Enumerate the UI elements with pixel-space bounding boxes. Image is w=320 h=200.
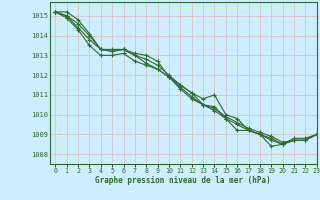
X-axis label: Graphe pression niveau de la mer (hPa): Graphe pression niveau de la mer (hPa) — [95, 176, 271, 185]
